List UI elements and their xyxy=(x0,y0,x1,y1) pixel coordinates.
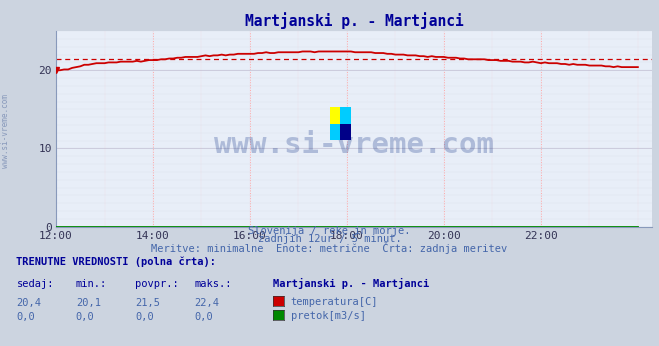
Text: Meritve: minimalne  Enote: metrične  Črta: zadnja meritev: Meritve: minimalne Enote: metrične Črta:… xyxy=(152,242,507,254)
Text: 0,0: 0,0 xyxy=(194,312,213,322)
Text: 0,0: 0,0 xyxy=(135,312,154,322)
Text: pretok[m3/s]: pretok[m3/s] xyxy=(291,311,366,321)
Text: 0,0: 0,0 xyxy=(16,312,35,322)
Text: sedaj:: sedaj: xyxy=(16,279,54,289)
Bar xyxy=(340,107,351,124)
Text: 22,4: 22,4 xyxy=(194,298,219,308)
Bar xyxy=(330,124,340,140)
Text: 21,5: 21,5 xyxy=(135,298,160,308)
Text: povpr.:: povpr.: xyxy=(135,279,179,289)
Text: zadnjih 12ur / 5 minut.: zadnjih 12ur / 5 minut. xyxy=(258,234,401,244)
Text: www.si-vreme.com: www.si-vreme.com xyxy=(214,130,494,158)
Text: maks.:: maks.: xyxy=(194,279,232,289)
Text: min.:: min.: xyxy=(76,279,107,289)
Text: 20,4: 20,4 xyxy=(16,298,42,308)
Text: Slovenija / reke in morje.: Slovenija / reke in morje. xyxy=(248,226,411,236)
Text: temperatura[C]: temperatura[C] xyxy=(291,297,378,307)
Text: 0,0: 0,0 xyxy=(76,312,94,322)
Bar xyxy=(330,107,340,124)
Bar xyxy=(340,124,351,140)
Text: www.si-vreme.com: www.si-vreme.com xyxy=(1,94,10,169)
Text: 20,1: 20,1 xyxy=(76,298,101,308)
Text: TRENUTNE VREDNOSTI (polna črta):: TRENUTNE VREDNOSTI (polna črta): xyxy=(16,256,216,267)
Title: Martjanski p. - Martjanci: Martjanski p. - Martjanci xyxy=(245,12,463,29)
Text: Martjanski p. - Martjanci: Martjanski p. - Martjanci xyxy=(273,278,430,289)
